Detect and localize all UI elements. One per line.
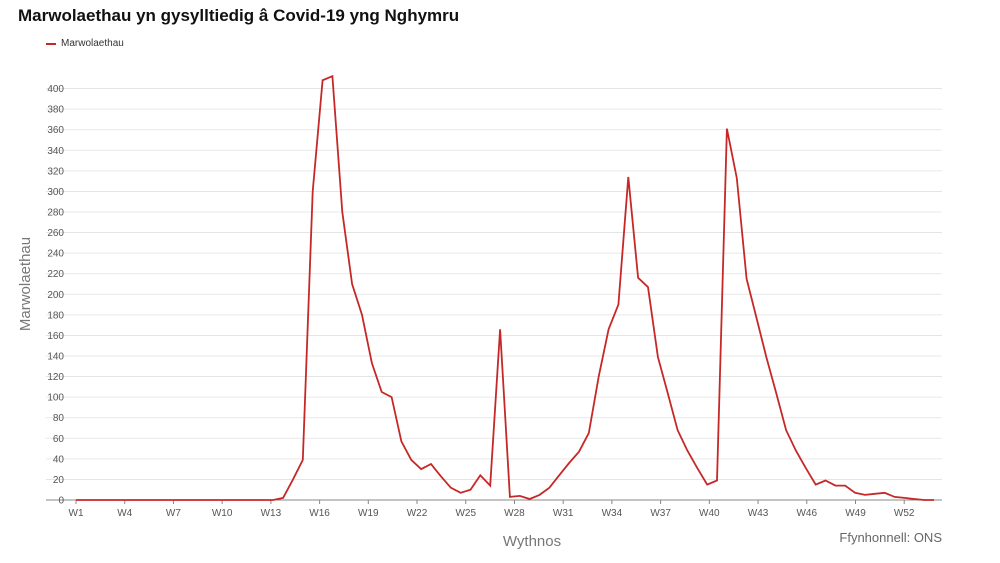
x-tick-label: W52: [894, 508, 915, 519]
y-tick-label: 120: [47, 372, 64, 383]
y-tick-label: 260: [47, 228, 64, 239]
chart-title: Marwolaethau yn gysylltiedig â Covid-19 …: [18, 6, 460, 25]
y-tick-label: 100: [47, 393, 64, 404]
series-layer: [76, 74, 934, 501]
source-note: Ffynhonnell: ONS: [839, 530, 942, 545]
tick-layer: 0 20 40 60 80 100 120 140 160 180 200 220 240 260 280 3…: [47, 84, 915, 519]
x-tick-label: W37: [650, 508, 671, 519]
x-tick-label: W10: [212, 508, 233, 519]
y-tick-label: 60: [53, 434, 65, 445]
y-tick-label: 140: [47, 352, 64, 363]
x-axis-title: Wythnos: [503, 533, 561, 550]
y-tick-label: 400: [47, 84, 64, 95]
x-tick-label: W19: [358, 508, 379, 519]
y-tick-label: 360: [47, 125, 64, 136]
x-tick-label: W28: [504, 508, 525, 519]
y-tick-label: 40: [53, 454, 65, 465]
x-tick-label: W31: [553, 508, 574, 519]
y-tick-label: 180: [47, 310, 64, 321]
x-tick-label: W43: [748, 508, 769, 519]
y-tick-label: 300: [47, 187, 64, 198]
x-tick-label: W46: [796, 508, 817, 519]
x-tick-label: W13: [261, 508, 282, 519]
x-tick-label: W25: [455, 508, 476, 519]
series-line-marwolaethau: [76, 74, 934, 501]
x-tick-label: W22: [407, 508, 428, 519]
x-tick-label: W1: [69, 508, 84, 519]
y-tick-label: 380: [47, 105, 64, 116]
y-tick-label: 280: [47, 208, 64, 219]
grid-layer: [46, 88, 942, 501]
x-tick-label: W16: [309, 508, 330, 519]
y-tick-label: 20: [53, 475, 65, 486]
y-tick-label: 220: [47, 269, 64, 280]
x-tick-label: W40: [699, 508, 720, 519]
y-tick-label: 200: [47, 290, 64, 301]
x-tick-label: W34: [602, 508, 623, 519]
y-axis-title: Marwolaethau: [17, 237, 34, 331]
legend: Marwolaethau: [46, 38, 124, 49]
y-tick-label: 240: [47, 249, 64, 260]
legend-swatch: [46, 42, 56, 45]
y-tick-label: 160: [47, 331, 64, 342]
y-tick-label: 80: [53, 413, 65, 424]
x-tick-label: W7: [166, 508, 181, 519]
y-tick-label: 0: [58, 496, 64, 507]
legend-label: Marwolaethau: [61, 38, 124, 49]
x-tick-label: W49: [845, 508, 866, 519]
x-tick-label: W4: [117, 508, 132, 519]
y-tick-label: 340: [47, 146, 64, 157]
y-tick-label: 320: [47, 166, 64, 177]
